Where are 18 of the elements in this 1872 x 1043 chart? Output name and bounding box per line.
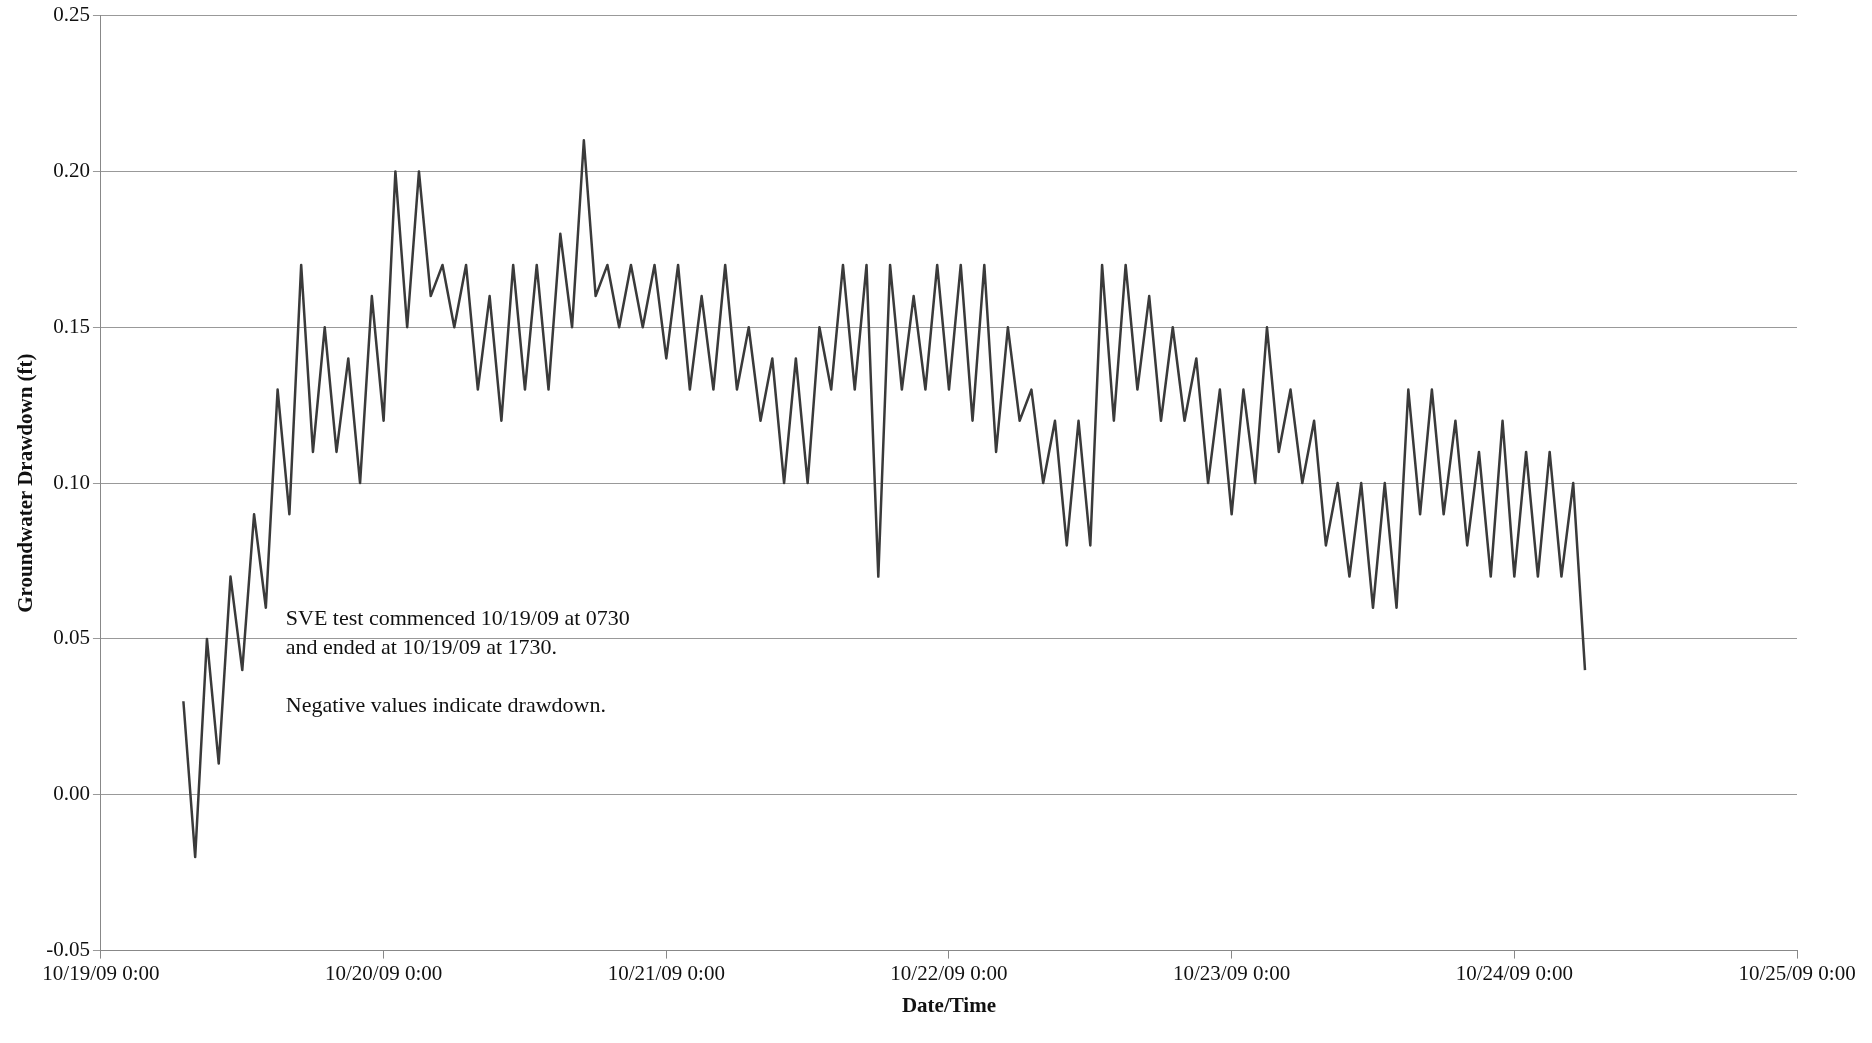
y-tick-label: 0.10	[53, 469, 90, 494]
y-tick-label: 0.20	[53, 157, 90, 182]
x-tick-label: 10/22/09 0:00	[890, 960, 1008, 985]
y-axis-title: Groundwater Drawdown (ft)	[13, 353, 38, 613]
x-tick-label: 10/20/09 0:00	[324, 960, 443, 985]
y-tick-label: 0.00	[53, 781, 90, 806]
x-tick-label: 10/21/09 0:00	[607, 960, 725, 985]
y-tick-label: -0.05	[46, 937, 90, 962]
annotation: Negative values indicate drawdown.	[285, 691, 606, 717]
x-tick-label: 10/25/09 0:00	[1738, 960, 1856, 985]
x-tick-label: 10/23/09 0:00	[1173, 960, 1291, 985]
x-tick-label: 10/24/09 0:00	[1455, 960, 1573, 985]
x-tick-label: 10/19/09 0:00	[42, 960, 160, 985]
x-axis-title: Date/Time	[901, 992, 997, 1017]
y-tick-label: 0.15	[53, 313, 90, 338]
y-tick-label: 0.25	[53, 2, 90, 27]
y-tick-label: 0.05	[53, 625, 90, 650]
annotation: SVE test commenced 10/19/09 at 0730 and ended at 10/19/09 at 1730.	[285, 604, 630, 659]
